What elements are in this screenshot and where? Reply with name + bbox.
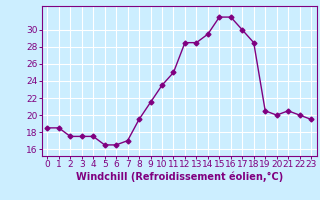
- X-axis label: Windchill (Refroidissement éolien,°C): Windchill (Refroidissement éolien,°C): [76, 172, 283, 182]
